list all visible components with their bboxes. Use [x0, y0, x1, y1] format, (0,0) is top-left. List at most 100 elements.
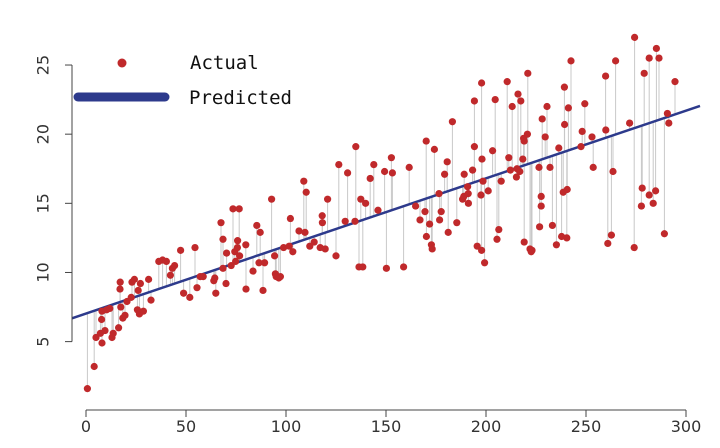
actual-point — [115, 324, 123, 332]
actual-point — [101, 326, 109, 335]
actual-point — [512, 173, 521, 181]
actual-point — [133, 306, 141, 314]
actual-point — [249, 267, 257, 275]
actual-point — [577, 143, 585, 151]
actual-point — [212, 289, 220, 297]
actual-point — [541, 133, 549, 141]
actual-point — [300, 177, 308, 185]
actual-point — [232, 257, 240, 266]
actual-point — [443, 158, 451, 166]
actual-point — [90, 362, 98, 371]
actual-point — [229, 205, 237, 213]
actual-point — [235, 205, 243, 213]
actual-point — [519, 155, 527, 163]
actual-point — [98, 315, 106, 324]
actual-point — [211, 274, 219, 282]
actual-point — [609, 167, 617, 176]
actual-point — [505, 154, 513, 162]
actual-point — [276, 273, 284, 281]
actual-point — [630, 243, 638, 252]
actual-point — [98, 339, 106, 347]
actual-point — [665, 119, 673, 127]
actual-point — [318, 219, 326, 227]
actual-point — [546, 163, 554, 171]
actual-point — [318, 212, 326, 220]
actual-point — [381, 167, 389, 176]
actual-point — [193, 284, 201, 292]
actual-point — [479, 177, 487, 185]
actual-point — [289, 248, 297, 256]
actual-point — [261, 259, 269, 267]
actual-point — [578, 127, 586, 136]
predicted-line — [71, 104, 701, 320]
actual-point — [405, 163, 413, 171]
actual-point — [523, 130, 532, 138]
actual-point — [301, 228, 309, 236]
actual-point — [234, 237, 242, 245]
actual-point — [645, 191, 653, 199]
actual-point — [295, 227, 303, 235]
actual-point — [324, 195, 332, 203]
actual-point — [493, 235, 501, 243]
actual-point — [589, 163, 597, 171]
actual-point — [217, 219, 225, 227]
actual-point — [370, 160, 378, 169]
actual-point — [430, 145, 438, 153]
actual-point — [535, 163, 543, 171]
actual-point — [640, 69, 648, 77]
actual-point — [478, 155, 486, 163]
actual-point — [280, 243, 288, 252]
actual-point — [335, 160, 343, 169]
actual-point — [268, 195, 276, 203]
actual-point — [310, 238, 318, 246]
actual-point — [285, 242, 293, 250]
actual-point — [130, 275, 138, 283]
actual-point — [223, 249, 231, 257]
actual-point — [366, 174, 374, 183]
actual-point — [412, 202, 420, 210]
actual-point — [127, 293, 135, 301]
actual-point — [607, 231, 616, 239]
actual-point — [256, 228, 264, 236]
actual-point — [344, 169, 352, 177]
actual-point — [382, 264, 390, 272]
x-tick-label: 200 — [471, 417, 502, 436]
actual-point — [444, 228, 452, 236]
actual-point — [663, 109, 672, 118]
actual-point — [236, 252, 244, 260]
actual-point — [147, 296, 155, 304]
actual-point — [524, 69, 532, 77]
actual-point — [362, 199, 370, 207]
actual-point — [242, 285, 250, 293]
predicted-series — [71, 104, 701, 320]
actual-point — [543, 102, 551, 111]
actual-point — [561, 120, 569, 129]
actual-point — [199, 273, 207, 281]
actual-point — [564, 104, 573, 112]
actual-point — [145, 275, 153, 283]
actual-point — [259, 286, 267, 295]
actual-point — [481, 259, 489, 267]
actual-point — [83, 385, 91, 393]
actual-point — [567, 57, 575, 65]
actual-point — [638, 184, 646, 192]
actual-point — [242, 241, 250, 249]
actual-point — [460, 170, 468, 178]
actual-point — [626, 119, 634, 127]
actual-point — [469, 166, 477, 174]
actual-point — [520, 238, 528, 246]
actual-point — [602, 72, 610, 80]
actual-point — [180, 289, 188, 297]
actual-point — [470, 97, 478, 105]
actual-point — [453, 219, 461, 227]
actual-point — [520, 137, 528, 145]
x-tick-label: 50 — [176, 417, 196, 436]
legend: Actual Predicted — [73, 52, 292, 109]
actual-point — [489, 147, 497, 155]
actual-point — [106, 304, 114, 313]
actual-point — [563, 234, 571, 242]
actual-point — [671, 78, 679, 86]
x-tick-label: 100 — [271, 417, 302, 436]
actual-point — [503, 78, 511, 86]
